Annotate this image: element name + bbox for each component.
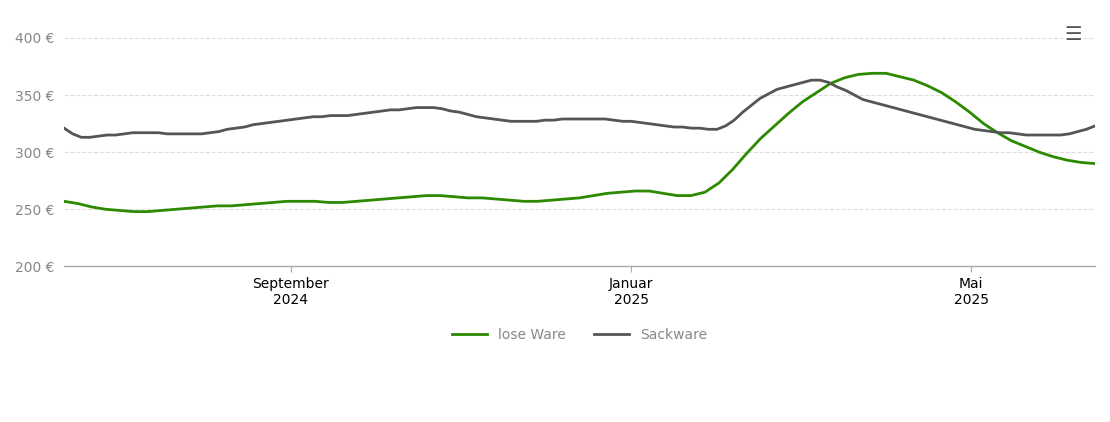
Legend: lose Ware, Sackware: lose Ware, Sackware xyxy=(446,322,713,348)
Text: ☰: ☰ xyxy=(1064,25,1082,44)
